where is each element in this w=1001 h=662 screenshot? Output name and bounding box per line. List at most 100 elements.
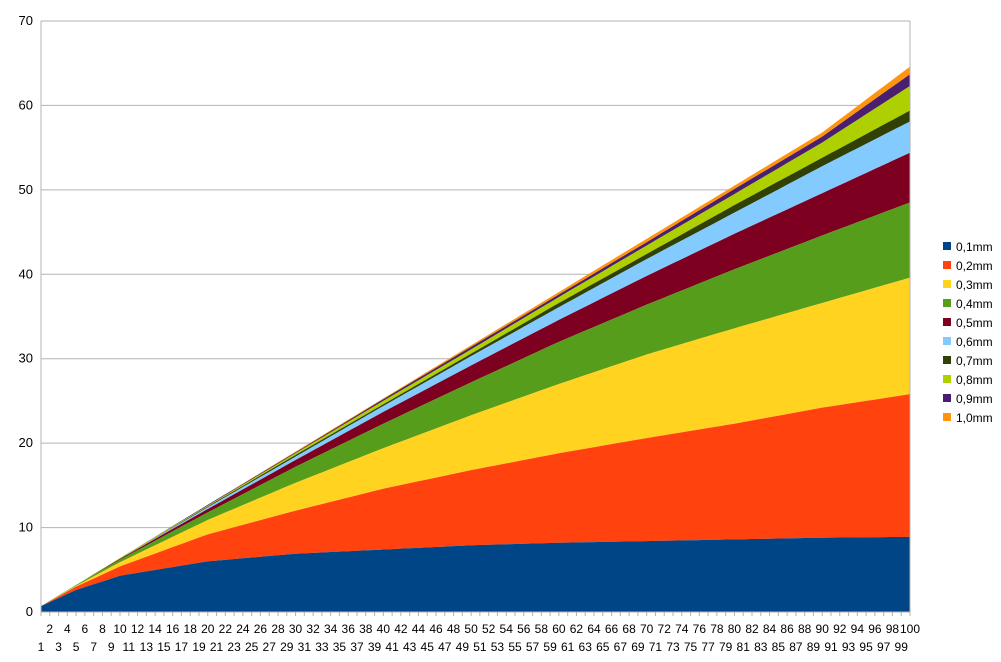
x-tick-label: 48 (447, 622, 461, 636)
x-axis-tick-labels: 1234567891011121314151617181920212223242… (38, 622, 921, 654)
x-tick-label: 80 (728, 622, 742, 636)
legend-swatch (943, 356, 951, 364)
x-tick-label: 1 (38, 640, 45, 654)
legend-swatch (943, 337, 951, 345)
x-tick-label: 89 (807, 640, 821, 654)
legend-swatch (943, 394, 951, 402)
x-tick-label: 29 (280, 640, 294, 654)
y-tick-label: 20 (19, 435, 33, 450)
x-tick-label: 65 (596, 640, 610, 654)
legend-swatch (943, 242, 951, 250)
x-tick-label: 36 (342, 622, 356, 636)
legend-label: 0,5mm (956, 316, 993, 330)
x-tick-label: 87 (789, 640, 803, 654)
x-tick-label: 34 (324, 622, 338, 636)
x-tick-label: 59 (543, 640, 557, 654)
x-tick-label: 55 (508, 640, 522, 654)
x-tick-label: 19 (192, 640, 206, 654)
axes (40, 21, 911, 616)
y-tick-label: 50 (19, 182, 33, 197)
area-series-0,1mm (41, 536, 910, 612)
area-series-0,6mm (41, 121, 910, 607)
x-tick-label: 61 (561, 640, 575, 654)
x-tick-label: 39 (368, 640, 382, 654)
legend: 0,1mm 0,2mm 0,3mm 0,4mm 0,5mm 0,6mm 0,7mm 0,8mm… (943, 240, 993, 425)
legend-label: 1,0mm (956, 411, 993, 425)
x-tick-label: 40 (377, 622, 391, 636)
x-tick-label: 69 (631, 640, 645, 654)
y-tick-label: 30 (19, 351, 33, 366)
y-tick-label: 0 (26, 604, 33, 619)
x-tick-label: 10 (113, 622, 127, 636)
x-tick-label: 75 (684, 640, 698, 654)
x-tick-label: 91 (824, 640, 838, 654)
area-series (41, 66, 910, 612)
x-tick-label: 63 (579, 640, 593, 654)
y-tick-label: 70 (19, 13, 33, 28)
x-tick-label: 14 (148, 622, 162, 636)
x-tick-label: 41 (385, 640, 399, 654)
legend-swatch (943, 299, 951, 307)
x-tick-label: 95 (859, 640, 873, 654)
legend-label: 0,4mm (956, 297, 993, 311)
x-tick-label: 32 (306, 622, 320, 636)
legend-label: 0,3mm (956, 278, 993, 292)
legend-swatch (943, 261, 951, 269)
x-tick-label: 25 (245, 640, 259, 654)
x-tick-label: 78 (710, 622, 724, 636)
x-tick-label: 22 (219, 622, 233, 636)
legend-label: 0,9mm (956, 392, 993, 406)
x-tick-label: 56 (517, 622, 531, 636)
x-tick-label: 20 (201, 622, 215, 636)
y-tick-label: 10 (19, 520, 33, 535)
x-tick-label: 64 (587, 622, 601, 636)
x-tick-label: 7 (90, 640, 97, 654)
legend-swatch (943, 318, 951, 326)
x-tick-label: 3 (55, 640, 62, 654)
x-tick-label: 99 (895, 640, 909, 654)
legend-label: 0,6mm (956, 335, 993, 349)
x-tick-label: 74 (675, 622, 689, 636)
x-tick-label: 49 (456, 640, 470, 654)
area-series-0,4mm (41, 202, 910, 607)
x-tick-label: 85 (772, 640, 786, 654)
x-tick-label: 73 (666, 640, 680, 654)
area-series-0,3mm (41, 277, 910, 607)
x-tick-label: 84 (763, 622, 777, 636)
legend-label: 0,1mm (956, 240, 993, 254)
x-tick-label: 11 (123, 640, 136, 654)
x-tick-label: 83 (754, 640, 768, 654)
legend-swatch (943, 413, 951, 421)
x-tick-label: 88 (798, 622, 812, 636)
x-tick-label: 27 (263, 640, 277, 654)
x-tick-label: 68 (622, 622, 636, 636)
x-tick-label: 5 (73, 640, 80, 654)
y-tick-label: 40 (19, 266, 33, 281)
x-tick-label: 67 (614, 640, 628, 654)
x-tick-label: 98 (886, 622, 900, 636)
area-series-0,2mm (41, 394, 910, 607)
x-tick-label: 33 (315, 640, 329, 654)
x-tick-label: 52 (482, 622, 496, 636)
x-tick-label: 92 (833, 622, 847, 636)
legend-label: 0,8mm (956, 373, 993, 387)
area-series-0,7mm (41, 110, 910, 607)
x-tick-label: 15 (157, 640, 171, 654)
x-tick-label: 17 (175, 640, 189, 654)
x-tick-label: 37 (350, 640, 364, 654)
x-tick-label: 4 (64, 622, 71, 636)
x-tick-label: 94 (851, 622, 865, 636)
x-tick-label: 31 (298, 640, 312, 654)
x-tick-label: 79 (719, 640, 733, 654)
x-tick-label: 43 (403, 640, 417, 654)
x-tick-label: 96 (868, 622, 882, 636)
x-tick-label: 60 (552, 622, 566, 636)
x-tick-label: 46 (429, 622, 443, 636)
x-tick-label: 28 (271, 622, 285, 636)
legend-label: 0,2mm (956, 259, 993, 273)
x-tick-label: 23 (227, 640, 241, 654)
x-tick-label: 24 (236, 622, 250, 636)
legend-swatch (943, 280, 951, 288)
x-tick-label: 70 (640, 622, 654, 636)
